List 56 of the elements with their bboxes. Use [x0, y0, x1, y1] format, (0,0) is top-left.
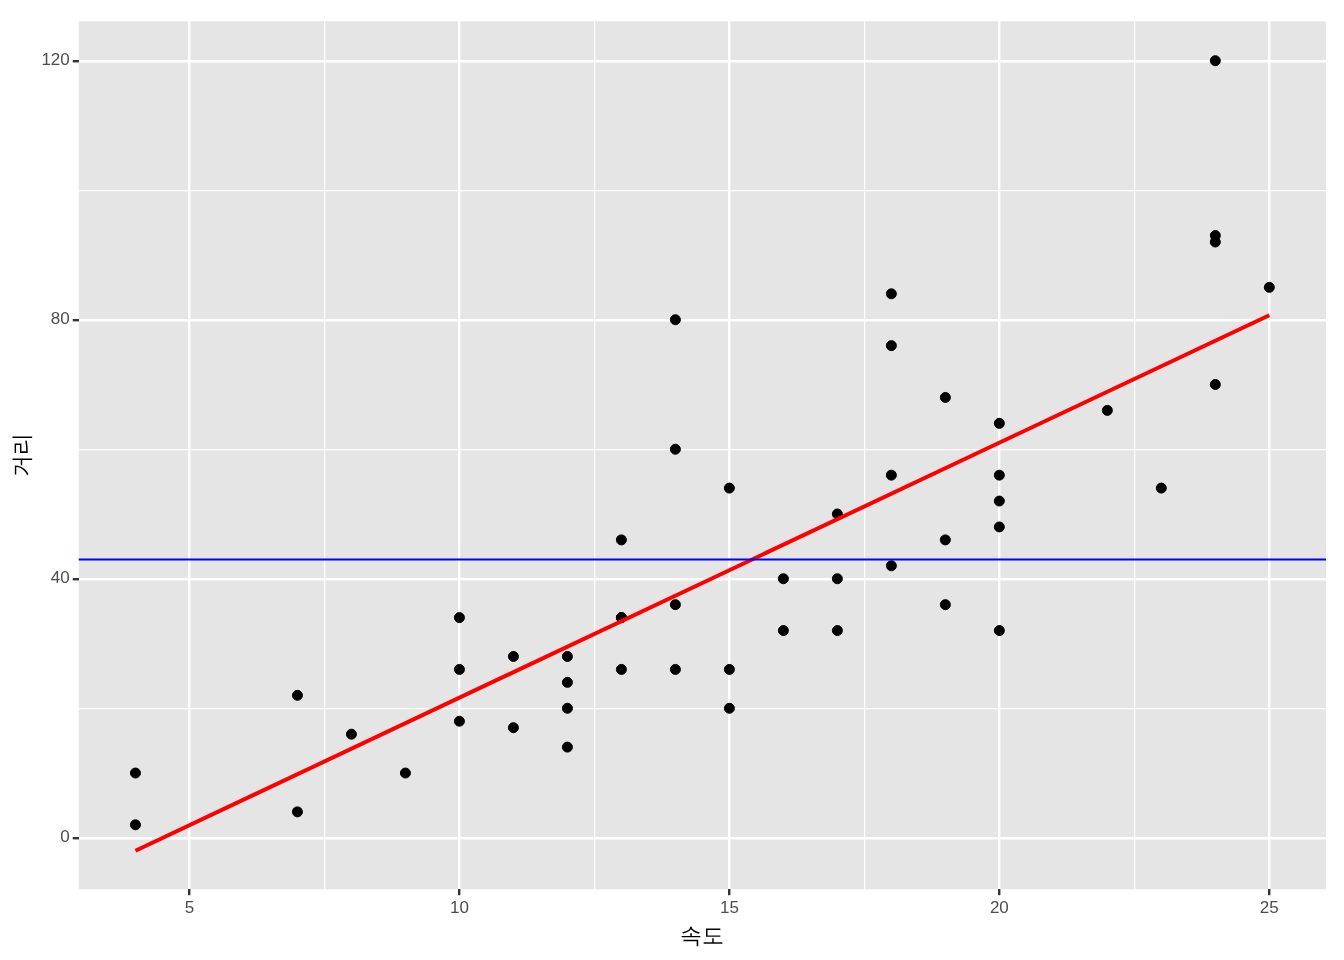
point: [993, 625, 1005, 637]
point: [399, 767, 411, 779]
x-tick-label: 25: [1259, 898, 1279, 918]
point: [615, 663, 627, 675]
y-tick-label: 120: [41, 50, 70, 70]
point: [993, 521, 1005, 533]
point: [507, 650, 519, 662]
point: [885, 469, 897, 481]
point: [669, 599, 681, 611]
point: [1101, 404, 1113, 416]
point: [993, 495, 1005, 507]
point: [885, 288, 897, 300]
point: [561, 702, 573, 714]
point: [561, 741, 573, 753]
x-tick-label: 15: [719, 898, 739, 918]
point: [453, 612, 465, 624]
point: [1155, 482, 1167, 494]
point: [777, 573, 789, 585]
point: [669, 663, 681, 675]
point: [939, 599, 951, 611]
point: [885, 560, 897, 572]
point: [1263, 281, 1275, 293]
point: [939, 391, 951, 403]
point: [777, 625, 789, 637]
point: [723, 702, 735, 714]
point: [939, 534, 951, 546]
y-axis-title: 거리: [8, 433, 34, 478]
point: [669, 443, 681, 455]
point: [723, 482, 735, 494]
point: [885, 340, 897, 352]
point: [291, 689, 303, 701]
y-tick-label: 40: [50, 568, 70, 588]
point: [129, 767, 141, 779]
point: [453, 663, 465, 675]
x-axis-title: 속도: [680, 922, 725, 948]
point: [669, 314, 681, 326]
point: [291, 806, 303, 818]
point: [129, 819, 141, 831]
point: [831, 625, 843, 637]
y-tick-label: 80: [50, 309, 70, 329]
point: [561, 650, 573, 662]
point: [1209, 55, 1221, 67]
point: [615, 534, 627, 546]
point: [507, 722, 519, 734]
y-tick-label: 0: [60, 827, 70, 847]
x-tick-label: 5: [184, 898, 195, 918]
point: [453, 715, 465, 727]
point: [345, 728, 357, 740]
point: [723, 663, 735, 675]
point: [993, 417, 1005, 429]
x-tick-label: 20: [989, 898, 1009, 918]
point: [1209, 378, 1221, 390]
point: [993, 469, 1005, 481]
point: [561, 676, 573, 688]
x-tick-label: 10: [449, 898, 469, 918]
point: [831, 573, 843, 585]
